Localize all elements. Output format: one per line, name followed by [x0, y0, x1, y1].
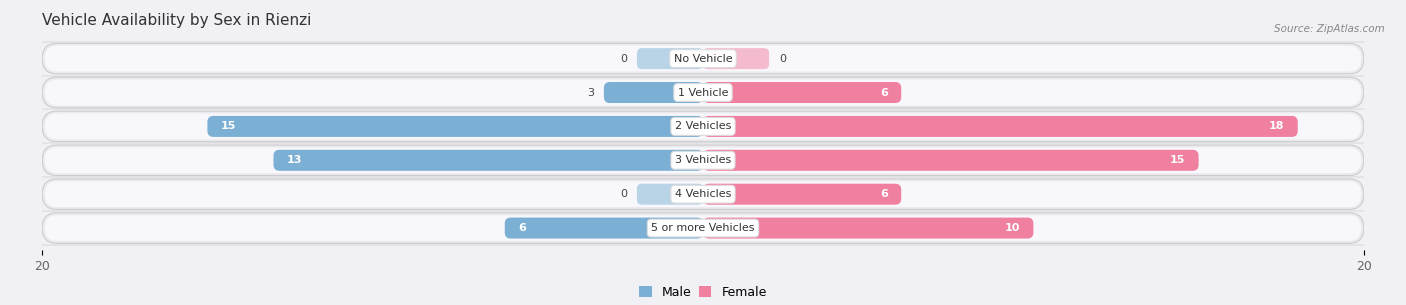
FancyBboxPatch shape	[45, 46, 1361, 71]
Text: 5 or more Vehicles: 5 or more Vehicles	[651, 223, 755, 233]
FancyBboxPatch shape	[207, 116, 703, 137]
Text: 4 Vehicles: 4 Vehicles	[675, 189, 731, 199]
Text: 10: 10	[1005, 223, 1021, 233]
FancyBboxPatch shape	[42, 145, 1364, 176]
Text: Source: ZipAtlas.com: Source: ZipAtlas.com	[1274, 24, 1385, 34]
FancyBboxPatch shape	[703, 217, 1033, 239]
Text: 6: 6	[880, 88, 889, 98]
Text: Vehicle Availability by Sex in Rienzi: Vehicle Availability by Sex in Rienzi	[42, 13, 312, 28]
Text: 2 Vehicles: 2 Vehicles	[675, 121, 731, 131]
FancyBboxPatch shape	[45, 80, 1361, 106]
FancyBboxPatch shape	[703, 150, 1198, 171]
FancyBboxPatch shape	[42, 77, 1364, 108]
Text: 0: 0	[620, 54, 627, 64]
Text: 15: 15	[221, 121, 236, 131]
Text: 3: 3	[586, 88, 593, 98]
FancyBboxPatch shape	[45, 215, 1361, 241]
Text: 0: 0	[620, 189, 627, 199]
FancyBboxPatch shape	[637, 48, 703, 69]
FancyBboxPatch shape	[605, 82, 703, 103]
Text: 15: 15	[1170, 155, 1185, 165]
FancyBboxPatch shape	[637, 184, 703, 205]
Text: 0: 0	[779, 54, 786, 64]
FancyBboxPatch shape	[42, 179, 1364, 210]
Text: 6: 6	[880, 189, 889, 199]
FancyBboxPatch shape	[273, 150, 703, 171]
Text: 1 Vehicle: 1 Vehicle	[678, 88, 728, 98]
Text: 6: 6	[517, 223, 526, 233]
FancyBboxPatch shape	[42, 111, 1364, 142]
Text: 13: 13	[287, 155, 302, 165]
FancyBboxPatch shape	[45, 147, 1361, 173]
FancyBboxPatch shape	[42, 213, 1364, 243]
FancyBboxPatch shape	[703, 82, 901, 103]
FancyBboxPatch shape	[703, 116, 1298, 137]
FancyBboxPatch shape	[703, 184, 901, 205]
Text: 3 Vehicles: 3 Vehicles	[675, 155, 731, 165]
Legend: Male, Female: Male, Female	[634, 281, 772, 304]
FancyBboxPatch shape	[45, 181, 1361, 207]
FancyBboxPatch shape	[505, 217, 703, 239]
FancyBboxPatch shape	[703, 48, 769, 69]
FancyBboxPatch shape	[45, 113, 1361, 139]
Text: 18: 18	[1270, 121, 1285, 131]
Text: No Vehicle: No Vehicle	[673, 54, 733, 64]
FancyBboxPatch shape	[42, 43, 1364, 74]
